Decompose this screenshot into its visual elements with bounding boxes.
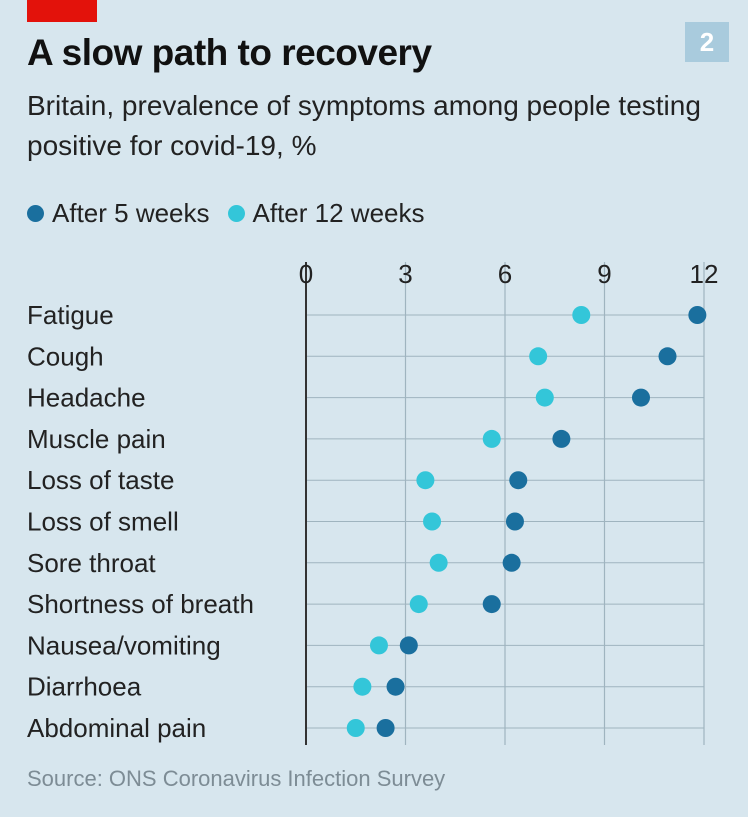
legend-item-after-5-weeks: After 5 weeks <box>27 198 210 229</box>
chart-title: A slow path to recovery <box>27 32 432 73</box>
dot-after-12-weeks <box>423 512 442 531</box>
dot-after-12-weeks <box>482 429 501 448</box>
dot-after-5-weeks <box>505 512 524 531</box>
x-tick-label: 6 <box>498 259 512 289</box>
legend-dot-after-12-weeks <box>227 205 245 222</box>
dot-after-12-weeks <box>353 677 372 696</box>
brand-red-tag <box>27 0 97 22</box>
chart-number-badge: 2 <box>685 22 729 62</box>
dot-after-12-weeks <box>572 306 591 324</box>
dot-after-5-weeks <box>386 677 405 696</box>
dot-after-12-weeks <box>369 636 388 655</box>
dot-after-12-weeks <box>529 347 548 366</box>
category-label: Loss of taste <box>27 465 174 495</box>
category-label: Fatigue <box>27 300 114 330</box>
category-label: Muscle pain <box>27 424 166 454</box>
category-label: Diarrhoea <box>27 672 142 702</box>
dot-after-12-weeks <box>535 388 554 407</box>
x-tick-label: 0 <box>299 259 313 289</box>
dot-after-12-weeks <box>409 595 428 614</box>
dot-after-5-weeks <box>399 636 418 655</box>
dot-after-12-weeks <box>416 471 435 490</box>
x-tick-label: 9 <box>597 259 611 289</box>
dot-after-12-weeks <box>429 553 448 572</box>
category-label: Nausea/vomiting <box>27 630 221 660</box>
dot-after-12-weeks <box>346 719 365 737</box>
category-label: Abdominal pain <box>27 713 206 743</box>
legend-item-after-12-weeks: After 12 weeks <box>227 198 425 229</box>
dot-after-5-weeks <box>631 388 650 407</box>
dot-after-5-weeks <box>376 719 395 737</box>
x-tick-label: 3 <box>398 259 412 289</box>
category-label: Sore throat <box>27 548 156 578</box>
chart-subtitle: Britain, prevalence of symptoms among pe… <box>27 90 701 161</box>
category-label: Cough <box>27 341 104 371</box>
category-label: Headache <box>27 383 146 413</box>
dot-after-5-weeks <box>482 595 501 614</box>
dot-after-5-weeks <box>688 306 707 324</box>
legend: After 5 weeks After 12 weeks <box>27 198 443 229</box>
category-label: Loss of smell <box>27 507 179 537</box>
x-tick-label: 12 <box>690 259 719 289</box>
source-note: Source: ONS Coronavirus Infection Survey <box>27 766 446 791</box>
legend-dot-after-5-weeks <box>27 205 44 222</box>
dot-after-5-weeks <box>509 471 528 490</box>
legend-label-after-5-weeks: After 5 weeks <box>52 198 210 228</box>
dot-after-5-weeks <box>552 429 571 448</box>
legend-label-after-12-weeks: After 12 weeks <box>252 198 425 228</box>
dot-after-5-weeks <box>658 347 677 366</box>
category-label: Shortness of breath <box>27 589 254 619</box>
dot-after-5-weeks <box>502 553 521 572</box>
